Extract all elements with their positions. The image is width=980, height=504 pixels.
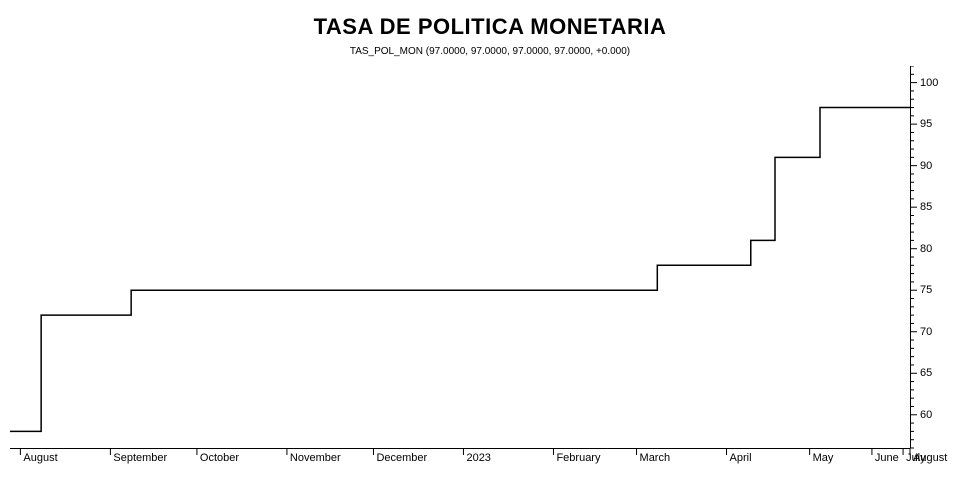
x-axis-label: December xyxy=(376,452,427,464)
step-line-series xyxy=(10,66,940,466)
y-axis-label: 65 xyxy=(920,367,932,379)
y-axis-label: 60 xyxy=(920,409,932,421)
x-axis-label: October xyxy=(200,452,239,464)
x-axis-label: April xyxy=(730,452,752,464)
plot-area: 60 65 70 75 80 85 90 95 100 August September Octobe… xyxy=(10,66,940,466)
x-axis-label: March xyxy=(640,452,671,464)
chart-title: TASA DE POLITICA MONETARIA xyxy=(0,14,980,40)
x-axis-label: 2023 xyxy=(466,452,490,464)
x-axis-label: June xyxy=(875,452,899,464)
x-axis-label: May xyxy=(813,452,834,464)
x-axis-label: August xyxy=(23,452,57,464)
chart-subtitle: TAS_POL_MON (97.0000, 97.0000, 97.0000, … xyxy=(0,46,980,57)
y-axis-label: 90 xyxy=(920,160,932,172)
x-axis-label: September xyxy=(113,452,167,464)
y-axis-label: 100 xyxy=(920,77,938,89)
y-axis-label: 95 xyxy=(920,118,932,130)
y-axis-label: 85 xyxy=(920,201,932,213)
y-axis-label: 75 xyxy=(920,284,932,296)
y-axis-label: 70 xyxy=(920,326,932,338)
x-axis-label: November xyxy=(290,452,341,464)
y-axis-label: 80 xyxy=(920,243,932,255)
chart-container: TASA DE POLITICA MONETARIA TAS_POL_MON (… xyxy=(0,0,980,504)
x-axis-label: February xyxy=(556,452,600,464)
x-axis-label: August xyxy=(913,452,947,464)
